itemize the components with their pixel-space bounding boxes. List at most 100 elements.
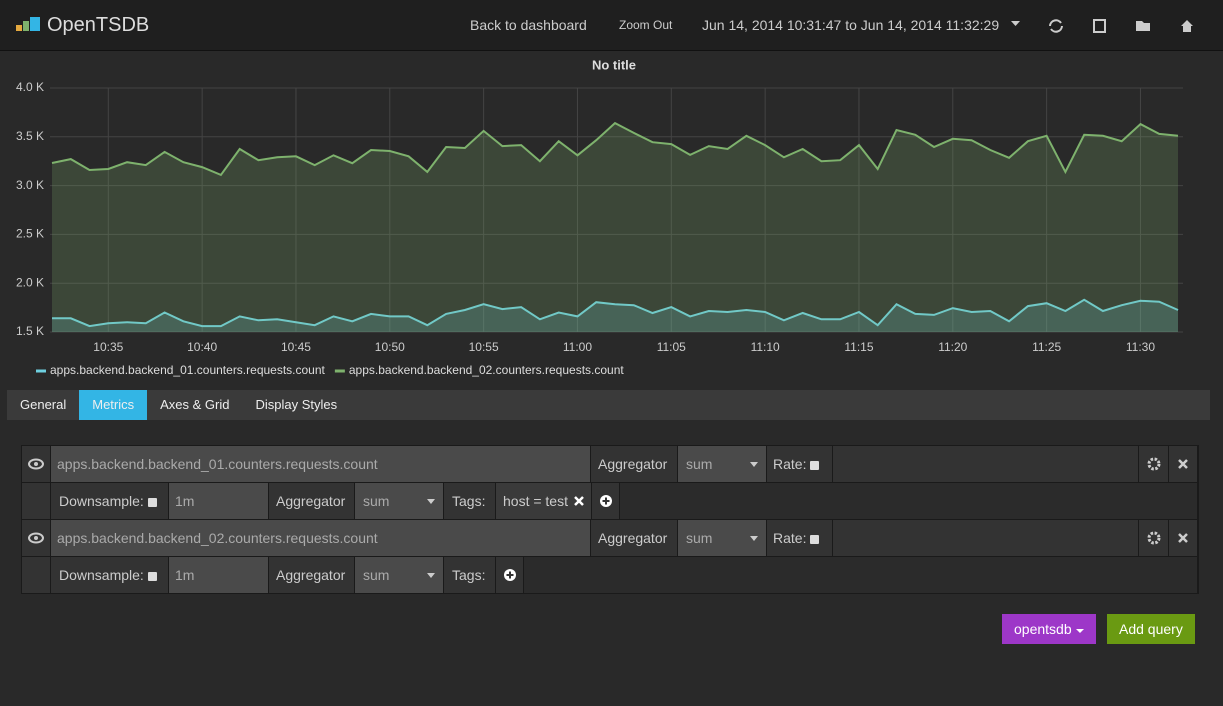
series-line [52,298,1179,328]
x-tick-label: 11:05 [657,340,686,354]
remove-tag[interactable] [573,483,585,519]
downsample-input[interactable]: 1m [169,557,269,593]
aggregator-label: Aggregator [269,483,355,519]
zoom-out[interactable]: Zoom Out [619,18,673,32]
y-tick-label: 1.5 K [16,324,44,338]
downsample-label: Downsample: [59,567,144,583]
tags-label: Tags: [444,483,496,519]
icon-cell [1169,446,1198,482]
downsample-row: Downsample: 1m Aggregator sum Tags: host = te… [21,482,1199,520]
query-row: apps.backend.backend_01.counters.request… [21,445,1199,483]
x-tick-label: 11:20 [938,340,967,354]
y-tick-label: 2.0 K [16,275,44,289]
blank [22,483,51,519]
spacer [524,557,1198,593]
icon-cell [592,483,620,519]
aggregator-select[interactable]: sum [355,557,444,593]
spacer [620,483,1198,519]
downsample-row: Downsample: 1m Aggregator sum Tags: [21,556,1199,594]
downsample: Downsample: [51,483,169,519]
rate-label: Rate: [773,456,807,472]
tab[interactable]: Display Styles [255,397,338,412]
icon-cell [496,557,524,593]
checkbox[interactable] [810,460,820,470]
tab[interactable]: Metrics [79,390,148,420]
y-tick-label: 3.0 K [16,178,44,192]
refresh-icon[interactable] [1049,19,1063,33]
y-tick-label: 2.5 K [16,227,44,241]
icon[interactable] [22,520,51,556]
datasource-button[interactable]: opentsdb [1002,614,1096,644]
open-icon[interactable] [1136,21,1150,31]
x-tick-label: 11:30 [1126,340,1155,354]
y-tick-label: 3.5 K [16,129,44,143]
logo-icon [16,17,40,31]
tag[interactable]: host = test [496,483,592,519]
back-link[interactable]: Back to dashboard [470,17,587,33]
aggregator-label: Aggregator [269,557,355,593]
icon[interactable] [496,557,524,593]
add-query-button[interactable]: Add query [1107,614,1195,644]
toolbar-icons [1049,19,1193,33]
icon-cell [22,446,51,482]
aggregator-select[interactable]: sum [678,446,767,482]
caret [1011,21,1020,26]
header: OpenTSDB Back to dashboard Zoom Out Jun … [0,0,1223,51]
home-icon[interactable] [1181,20,1193,32]
legend-label: apps.backend.backend_02.counters.request… [349,363,625,377]
tags-label: Tags: [444,557,496,593]
checkbox[interactable] [810,534,820,544]
rate-label: Rate: [773,530,807,546]
x-tick-label: 10:55 [469,340,499,354]
x-tick-label: 10:35 [93,340,123,354]
x-tick-label: 10:50 [375,340,405,354]
x-tick-label: 11:00 [563,340,592,354]
aggregator-select[interactable]: sum [355,483,444,519]
blank [22,557,51,593]
spacer [833,520,1139,556]
checkbox[interactable] [147,497,157,507]
downsample-label: Downsample: [59,493,144,509]
tab[interactable]: General [20,397,67,412]
rate: Rate: [767,520,833,556]
chart: No title 1.5 K 2.0 K 2.5 K 3.0 K 3.5 K 4.0 K 1… [16,57,1183,377]
series-area [52,123,1178,332]
icon[interactable] [1169,446,1198,482]
y-tick-label: 4.0 K [16,80,44,94]
rate: Rate: [767,446,833,482]
icon[interactable] [1169,520,1198,556]
legend-label: apps.backend.backend_01.counters.request… [50,363,326,377]
tab[interactable]: Axes & Grid [160,397,230,412]
query-row: apps.backend.backend_02.counters.request… [21,519,1199,557]
downsample: Downsample: [51,557,169,593]
series-line [51,121,1179,177]
x-tick-label: 11:25 [1032,340,1061,354]
icon[interactable] [592,483,620,519]
icon[interactable] [1139,446,1169,482]
series-area [52,299,1178,332]
tab-bar: General Metrics Axes & Grid Display Styles [7,390,1210,420]
caret [1075,629,1084,633]
aggregator-label: Aggregator [591,446,678,482]
downsample-input[interactable]: 1m [169,483,269,519]
metric-input[interactable]: apps.backend.backend_01.counters.request… [51,446,591,482]
time-range[interactable]: Jun 14, 2014 10:31:47 to Jun 14, 2014 11… [702,17,1000,33]
brand[interactable]: OpenTSDB [47,14,150,36]
spacer [833,446,1139,482]
icon[interactable] [1139,520,1169,556]
checkbox[interactable] [147,571,157,581]
icon-cell [22,520,51,556]
aggregator-select[interactable]: sum [678,520,767,556]
datasource-label: opentsdb [1014,621,1072,637]
icon[interactable] [22,446,51,482]
save-icon[interactable] [1093,19,1106,33]
icon-cell [1169,520,1198,556]
x-tick-label: 10:40 [187,340,217,354]
x-tick-label: 11:10 [751,340,780,354]
x-tick-label: 10:45 [281,340,311,354]
metric-input[interactable]: apps.backend.backend_02.counters.request… [51,520,591,556]
aggregator-label: Aggregator [591,520,678,556]
chart-title: No title [592,57,636,72]
icon-cell [1139,520,1169,556]
